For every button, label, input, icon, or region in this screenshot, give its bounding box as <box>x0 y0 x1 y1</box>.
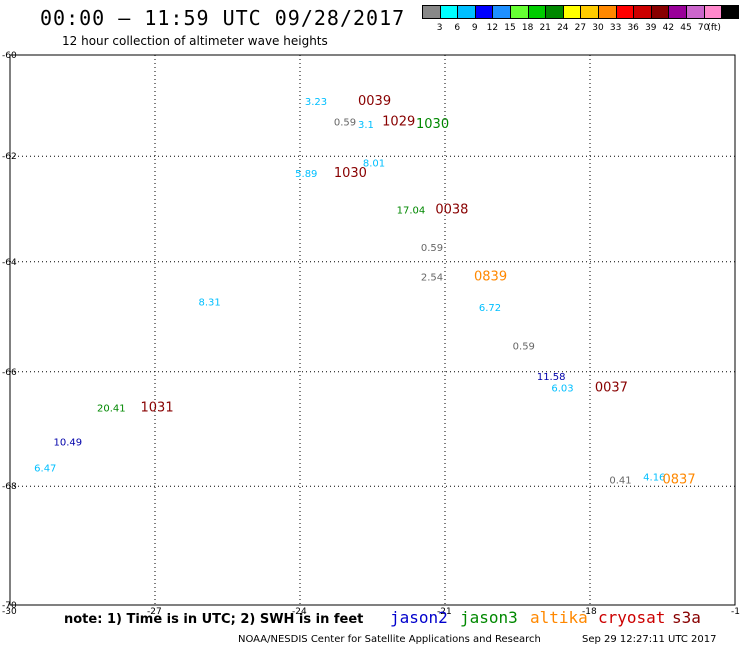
scale-label: 9 <box>471 23 478 33</box>
latitude-tick-label: -70 <box>2 601 17 611</box>
satellite-legend-cryosat: cryosat <box>598 608 666 627</box>
scale-label: 3 <box>436 23 443 33</box>
scale-label: 42 <box>662 23 675 33</box>
map-grid <box>9 54 736 606</box>
wave-height-value: 17.04 <box>397 206 426 217</box>
wave-height-value: 8.31 <box>199 297 221 308</box>
wave-height-value: 3.23 <box>305 97 327 108</box>
scale-swatch <box>527 5 546 19</box>
scale-swatch <box>615 5 634 19</box>
wave-height-value: 2.54 <box>421 273 443 284</box>
scale-label: 27 <box>574 23 587 33</box>
pass-time-label: 1030 <box>416 117 449 132</box>
credit-line: NOAA/NESDIS Center for Satellite Applica… <box>238 634 541 645</box>
pass-time-label: 0038 <box>435 203 468 218</box>
pass-time-label: 0837 <box>663 472 696 487</box>
wave-height-value: 4.16 <box>643 472 665 483</box>
longitude-tick-label: -27 <box>147 607 162 617</box>
axis-ticks: -30 -27 -24 -21 -18 -15 -60 -62 -64 -66 -68 -70 <box>2 51 740 617</box>
longitude-tick-label: -21 <box>437 607 452 617</box>
scale-swatch <box>457 5 475 19</box>
wave-height-value: 5.89 <box>295 169 317 180</box>
map-border <box>9 54 736 606</box>
latitude-tick-label: -62 <box>2 152 17 162</box>
scale-swatch <box>685 5 704 19</box>
scale-label: 45 <box>680 23 692 33</box>
satellite-legend-jason2: jason2 <box>390 608 448 627</box>
wave-height-value: 0.59 <box>421 243 443 254</box>
wave-height-value: 6.47 <box>34 464 56 475</box>
scale-label: 6 <box>454 23 461 33</box>
wave-height-color-scale <box>422 5 739 19</box>
scale-swatch <box>562 5 581 19</box>
wave-height-value: 20.41 <box>97 403 126 414</box>
scale-swatch <box>545 5 563 19</box>
wave-height-value: 6.72 <box>479 303 501 314</box>
latitude-tick-label: -64 <box>2 258 17 268</box>
longitude-tick-label: -15 <box>731 607 740 617</box>
satellite-legend-jason3: jason3 <box>460 608 518 627</box>
latitude-tick-label: -68 <box>2 482 17 492</box>
latitude-tick-label: -60 <box>2 51 17 61</box>
scale-label: (ft) <box>707 23 721 33</box>
map-subtitle: 12 hour collection of altimeter wave hei… <box>62 34 328 48</box>
scale-swatch <box>633 5 651 19</box>
scale-label: 30 <box>592 23 604 33</box>
color-scale-labels: 3 6 9 12 15 18 21 24 27 30 33 36 39 42 45 70 (ft) <box>422 23 740 35</box>
pass-time-label: 1029 <box>382 114 415 129</box>
scale-swatch <box>668 5 686 19</box>
wave-height-value: 8.01 <box>363 159 385 170</box>
longitude-tick-label: -18 <box>582 607 597 617</box>
scale-label: 18 <box>521 23 534 33</box>
wave-height-value: 10.49 <box>54 438 83 449</box>
pass-time-label: 0839 <box>474 270 507 285</box>
wave-height-value: 11.58 <box>537 372 566 383</box>
wave-height-value: 0.59 <box>513 341 535 352</box>
scale-swatch <box>721 5 739 19</box>
wave-height-value: 3.1 <box>358 120 374 131</box>
wave-height-value: 0.59 <box>334 117 356 128</box>
scale-label: 15 <box>504 23 516 33</box>
latitude-tick-label: -66 <box>2 368 17 378</box>
scale-swatch <box>439 5 458 19</box>
satellite-legend-altika: altika <box>530 608 588 627</box>
satellite-legend-s3a: s3a <box>672 608 701 627</box>
scale-swatch <box>509 5 528 19</box>
scale-swatch <box>492 5 510 19</box>
scale-label: 12 <box>486 23 499 33</box>
scale-swatch <box>597 5 616 19</box>
longitude-tick-label: -30 <box>2 607 17 617</box>
wave-height-value: 6.03 <box>551 384 573 395</box>
pass-time-label: 1031 <box>141 400 174 415</box>
footer-note: note: 1) Time is in UTC; 2) SWH is in fe… <box>64 612 364 627</box>
map-title: 00:00 – 11:59 UTC 09/28/2017 <box>40 6 406 30</box>
scale-label: 70 <box>697 23 710 33</box>
scale-label: 24 <box>557 23 569 33</box>
timestamp: Sep 29 12:27:11 UTC 2017 <box>582 634 717 645</box>
scale-label: 36 <box>627 23 639 33</box>
scale-swatch <box>580 5 598 19</box>
scale-label: 39 <box>645 23 657 33</box>
scale-swatch <box>422 5 440 19</box>
scale-swatch <box>703 5 722 19</box>
scale-label: 21 <box>539 23 551 33</box>
scale-label: 33 <box>609 23 622 33</box>
scale-swatch <box>474 5 493 19</box>
scale-swatch <box>650 5 669 19</box>
wave-height-value: 0.41 <box>609 475 631 486</box>
longitude-tick-label: -24 <box>292 607 307 617</box>
pass-time-label: 1030 <box>334 166 367 181</box>
pass-time-label: 0039 <box>358 94 391 109</box>
pass-time-label: 0037 <box>595 381 628 396</box>
